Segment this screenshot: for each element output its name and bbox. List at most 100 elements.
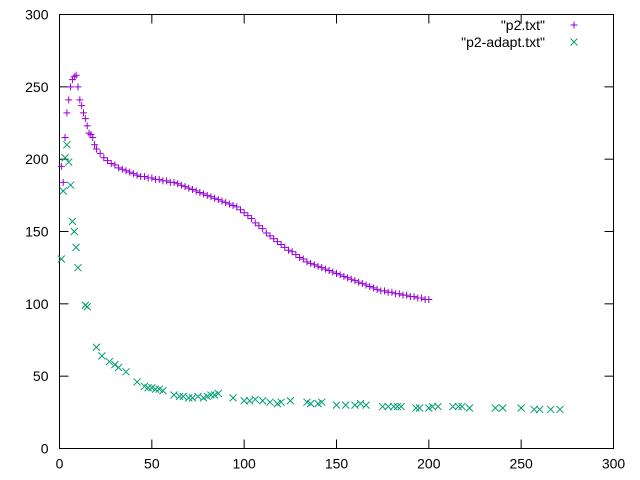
data-point bbox=[344, 274, 352, 282]
data-point bbox=[159, 386, 167, 395]
data-point bbox=[233, 203, 241, 211]
data-point bbox=[378, 402, 387, 411]
x-tick-label: 300 bbox=[602, 456, 626, 472]
data-point bbox=[70, 227, 79, 236]
data-point bbox=[89, 133, 97, 141]
data-point bbox=[92, 343, 101, 352]
data-point bbox=[91, 141, 99, 149]
data-point bbox=[188, 186, 196, 194]
data-point bbox=[332, 401, 341, 409]
data-point bbox=[105, 357, 114, 366]
data-point bbox=[100, 154, 108, 162]
data-point bbox=[403, 291, 411, 299]
data-point bbox=[425, 295, 433, 303]
data-point bbox=[266, 398, 274, 407]
data-point bbox=[351, 277, 359, 285]
data-point bbox=[270, 235, 278, 243]
data-point bbox=[491, 404, 500, 412]
data-point bbox=[63, 109, 71, 117]
y-tick-label: 50 bbox=[33, 368, 49, 384]
data-point bbox=[277, 398, 285, 407]
data-point bbox=[333, 269, 340, 277]
data-point bbox=[530, 405, 538, 414]
data-point bbox=[347, 275, 355, 283]
data-point bbox=[373, 285, 381, 293]
x-tick-label: 200 bbox=[417, 456, 441, 472]
data-point bbox=[74, 263, 82, 272]
series-0 bbox=[57, 71, 433, 303]
data-point bbox=[92, 145, 100, 153]
data-point bbox=[240, 396, 249, 405]
data-point bbox=[68, 217, 77, 226]
data-marks bbox=[57, 71, 564, 414]
data-point bbox=[412, 404, 420, 412]
data-point bbox=[170, 178, 178, 186]
legend: "p2.txt""p2-adapt.txt" bbox=[461, 17, 578, 50]
data-point bbox=[255, 222, 263, 230]
data-point bbox=[140, 173, 148, 181]
data-point bbox=[59, 187, 68, 195]
legend-label: "p2.txt" bbox=[501, 17, 545, 33]
data-point bbox=[358, 280, 366, 288]
data-point bbox=[310, 261, 318, 269]
y-tick-label: 0 bbox=[41, 441, 49, 457]
data-point bbox=[144, 383, 152, 392]
data-point bbox=[218, 197, 226, 205]
data-point bbox=[203, 191, 211, 199]
data-point bbox=[284, 246, 292, 254]
data-point bbox=[115, 164, 123, 172]
data-point bbox=[288, 248, 296, 256]
data-point bbox=[192, 187, 200, 195]
data-point bbox=[556, 405, 564, 414]
data-point bbox=[174, 180, 182, 188]
data-point bbox=[175, 392, 184, 401]
data-point bbox=[104, 157, 112, 165]
data-point bbox=[96, 149, 104, 157]
x-tick-label: 0 bbox=[56, 456, 64, 472]
data-point bbox=[535, 405, 544, 414]
data-point bbox=[277, 241, 285, 249]
data-point bbox=[262, 229, 270, 237]
data-point bbox=[118, 165, 126, 173]
data-point bbox=[362, 281, 370, 289]
data-point bbox=[111, 360, 119, 369]
data-point bbox=[214, 196, 222, 204]
data-point bbox=[59, 178, 67, 186]
data-point bbox=[428, 402, 437, 411]
data-point bbox=[76, 96, 84, 104]
data-point bbox=[292, 251, 300, 259]
data-point bbox=[63, 140, 71, 149]
data-point bbox=[211, 194, 219, 202]
data-point bbox=[355, 278, 363, 286]
data-point bbox=[434, 402, 442, 411]
data-point bbox=[207, 193, 215, 201]
data-point bbox=[181, 183, 189, 191]
data-point bbox=[83, 122, 91, 130]
data-point bbox=[410, 293, 418, 301]
x-tick-label: 250 bbox=[509, 456, 533, 472]
data-point bbox=[318, 264, 326, 272]
data-point bbox=[98, 352, 106, 360]
data-point bbox=[151, 385, 160, 394]
data-point bbox=[122, 167, 130, 175]
data-point bbox=[177, 181, 185, 189]
data-point bbox=[336, 271, 344, 279]
data-point bbox=[321, 265, 329, 273]
x-tick-label: 150 bbox=[325, 456, 349, 472]
data-point bbox=[184, 394, 193, 402]
legend-marker bbox=[570, 38, 578, 46]
data-point bbox=[78, 102, 86, 110]
data-point bbox=[389, 402, 398, 411]
data-point bbox=[395, 290, 403, 298]
data-point bbox=[362, 401, 370, 409]
data-point bbox=[299, 255, 307, 263]
data-point bbox=[65, 96, 73, 104]
data-point bbox=[185, 184, 193, 192]
data-point bbox=[163, 177, 171, 185]
data-point bbox=[240, 209, 248, 217]
data-point bbox=[61, 133, 69, 141]
data-point bbox=[286, 396, 295, 405]
data-point bbox=[296, 254, 304, 262]
data-point bbox=[498, 404, 507, 412]
